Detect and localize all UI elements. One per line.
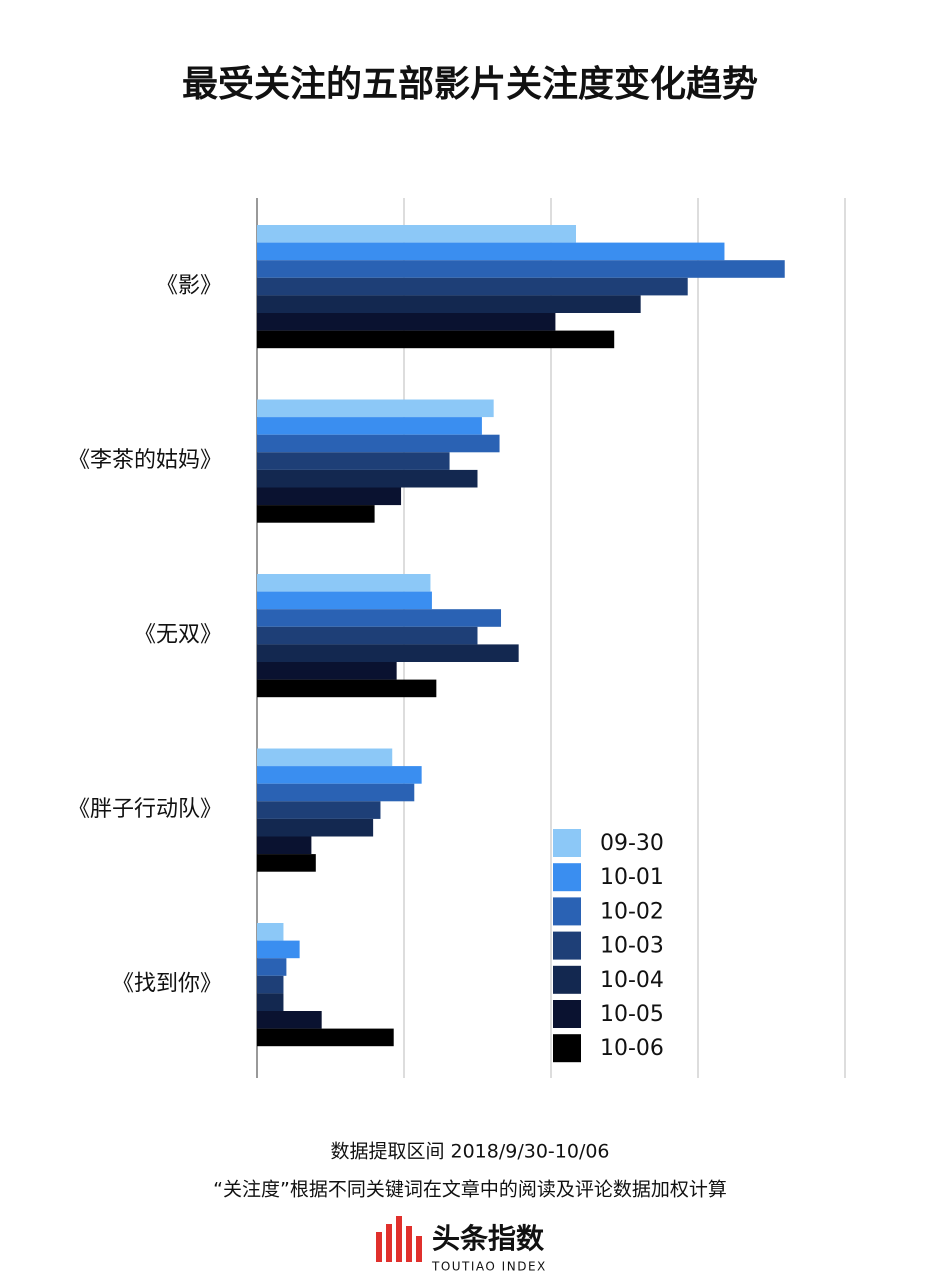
y-tick-label: 《找到你》: [112, 972, 222, 997]
bar: [257, 975, 284, 994]
bar: [257, 330, 615, 349]
bar: [257, 242, 725, 261]
bar: [257, 679, 437, 698]
legend-swatch: [553, 1000, 581, 1028]
legend-swatch: [553, 863, 581, 892]
bar: [257, 1011, 322, 1029]
bar: [257, 748, 393, 767]
brand: 头条指数: [432, 1222, 545, 1255]
chart-title: 最受关注的五部影片关注度变化趋势: [182, 63, 758, 105]
bar: [257, 225, 576, 243]
y-tick-label: 《无双》: [134, 623, 222, 648]
bar: [257, 854, 316, 872]
bar: [257, 295, 641, 313]
legend-label: 10-06: [600, 1036, 664, 1061]
bar: [257, 1028, 394, 1047]
bar: [257, 626, 478, 645]
bar: [257, 434, 500, 453]
y-tick-label: 《胖子行动队》: [68, 797, 222, 822]
bar: [257, 783, 415, 802]
bar: [257, 818, 374, 837]
legend-swatch: [553, 829, 581, 857]
bar: [257, 452, 450, 470]
bar: [257, 505, 375, 523]
bar: [257, 469, 478, 488]
legend-swatch: [553, 1034, 581, 1063]
note: “关注度”根据不同关键词在文章中的阅读及评论数据加权计算: [213, 1179, 727, 1201]
legend-swatch: [553, 897, 581, 926]
legend-swatch: [553, 931, 581, 960]
y-tick-label: 《李茶的姑妈》: [68, 448, 222, 473]
legend-label: 10-05: [600, 1002, 664, 1027]
bar: [257, 260, 785, 278]
bar: [257, 574, 431, 592]
bar: [257, 609, 502, 627]
legend-label: 10-02: [600, 899, 664, 924]
bar: [257, 993, 284, 1011]
bar: [257, 662, 397, 680]
bar: [257, 958, 287, 976]
bar: [257, 277, 688, 296]
legend-label: 09-30: [600, 831, 664, 856]
bar: [257, 644, 519, 662]
bar: [257, 313, 556, 331]
bar: [257, 487, 402, 506]
bar: [257, 591, 432, 610]
legend-label: 10-03: [600, 934, 664, 959]
legend-label: 10-01: [600, 865, 664, 890]
bar: [257, 801, 381, 819]
bar: [257, 836, 312, 855]
bar: [257, 417, 482, 435]
note: 数据提取区间 2018/9/30-10/06: [330, 1141, 609, 1163]
bar: [257, 923, 284, 941]
legend-label: 10-04: [600, 968, 664, 993]
brand-en: TOUTIAO INDEX: [431, 1260, 547, 1274]
logo-icon: [376, 1216, 422, 1262]
bar: [257, 940, 300, 959]
y-tick-label: 《影》: [156, 274, 222, 299]
legend-swatch: [553, 965, 581, 994]
bar: [257, 766, 422, 784]
bar: [257, 399, 494, 418]
